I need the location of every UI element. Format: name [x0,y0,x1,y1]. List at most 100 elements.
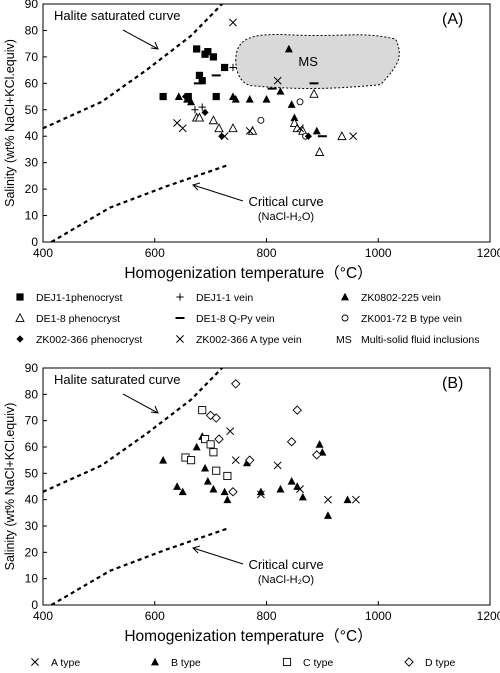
critical-curve-sublabel-b: (NaCl-H₂O) [258,574,314,586]
data-point [183,95,192,103]
data-point [220,63,229,72]
y-axis-label-a: Salinity (wt% NaCl+KCl.equiv) [3,39,17,207]
x-tick-label: 600 [145,609,165,623]
y-axis-label-b: Salinity (wt% NaCl+KCl.equiv) [3,403,17,571]
legend-label: DE1-8 phenocryst [36,313,120,325]
data-point [287,477,296,485]
data-point [286,436,297,447]
legend-symbol [176,293,184,301]
y-tick-label: 0 [31,235,38,249]
ms-region-label: MS [298,54,318,69]
legend-label: C type [303,657,334,669]
data-point [228,123,238,133]
legend-symbol [16,335,24,343]
data-point [211,413,221,423]
data-point [220,487,229,496]
y-tick-label: 70 [25,414,39,428]
data-point [173,482,182,490]
legend-item: B type [151,657,201,669]
data-point [293,482,302,490]
data-point [223,471,232,481]
y-tick-label: 30 [25,156,39,170]
data-point [228,92,237,100]
x-tick-label: 1200 [477,246,500,260]
curves-b [43,368,228,605]
data-point [284,44,293,53]
data-point [292,405,302,415]
data-point [208,115,219,125]
legend-item: MS Multi-solid fluid inclusions [336,334,479,346]
halite-curve-arrow-b [122,393,159,414]
x-tick-label: 1000 [365,246,392,260]
ms-region-a: MS [235,34,400,89]
data-point [226,427,235,436]
data-point [314,146,325,156]
data-point [187,456,196,465]
data-point [324,495,332,504]
critical-curve-sublabel-a: (NaCl-H₂O) [258,211,314,223]
axis-ticks-a: 0 10 20 30 40 50 60 70 80 90 400 600 800 1000 1200 [25,0,500,260]
legend-item: C type [282,657,334,669]
data-point [223,495,232,504]
y-tick-label: 60 [25,440,39,454]
data-point [212,92,220,101]
legend-symbol [176,335,184,343]
data-point [229,18,237,27]
y-tick-label: 90 [25,361,39,375]
y-tick-label: 50 [25,466,39,480]
data-point [209,53,218,61]
legend-symbol [16,293,24,301]
legend-symbol [31,658,39,666]
data-point [195,71,204,79]
halite-curve-label-a: Halite saturated curve [54,8,180,23]
halite-curve-arrow-a [122,29,159,50]
y-tick-label: 80 [25,23,39,37]
data-point [312,126,321,135]
data-point [351,495,360,504]
y-tick-label: 10 [25,572,39,586]
data-point [159,92,167,101]
axis-ticks-b: 0 10 20 30 40 50 60 70 80 90 400 600 800 1000 1200 [25,361,500,623]
legend-symbol-ms: MS [336,334,352,346]
panel-b: 0 10 20 30 40 50 60 70 80 90 400 600 800 1000 1200 (B)… [3,361,500,645]
data-point [214,434,224,444]
x-tick-label: 400 [33,246,53,260]
legend-item: ZK001-72 B type vein [341,313,462,325]
y-tick-label: 50 [25,103,39,117]
x-tick-label: 400 [33,609,53,623]
legend-label: B type [171,657,201,669]
data-point [312,450,322,460]
data-point [187,97,196,106]
legend-label: ZK002-366 phenocryst [36,334,142,346]
data-point [206,440,215,449]
panel-label-a: (A) [442,11,463,28]
data-point [287,100,296,108]
y-tick-label: 20 [25,545,39,559]
data-point [194,112,205,122]
x-tick-label: 600 [145,246,165,260]
data-point [337,131,347,141]
data-point [212,466,221,475]
legend-symbol [151,657,159,666]
data-point [191,106,199,114]
y-tick-label: 60 [25,76,39,90]
data-point [298,492,307,501]
x-tick-label: 800 [256,609,276,623]
data-point [193,45,201,53]
y-tick-label: 90 [25,0,39,11]
data-point [174,92,183,100]
critical-curve-arrow-a [192,182,244,202]
data-point [349,132,358,141]
data-point [262,95,271,103]
y-tick-label: 0 [31,598,38,612]
legend-item: ZK002-366 phenocryst [16,334,142,346]
legend-item: A type [31,657,80,669]
data-point [315,440,324,448]
critical-curve-label-a: Critical curve [248,194,323,209]
data-point [203,477,212,485]
points-a [159,18,358,156]
y-tick-label: 40 [25,129,39,143]
data-point [257,116,265,124]
data-point [229,63,237,72]
